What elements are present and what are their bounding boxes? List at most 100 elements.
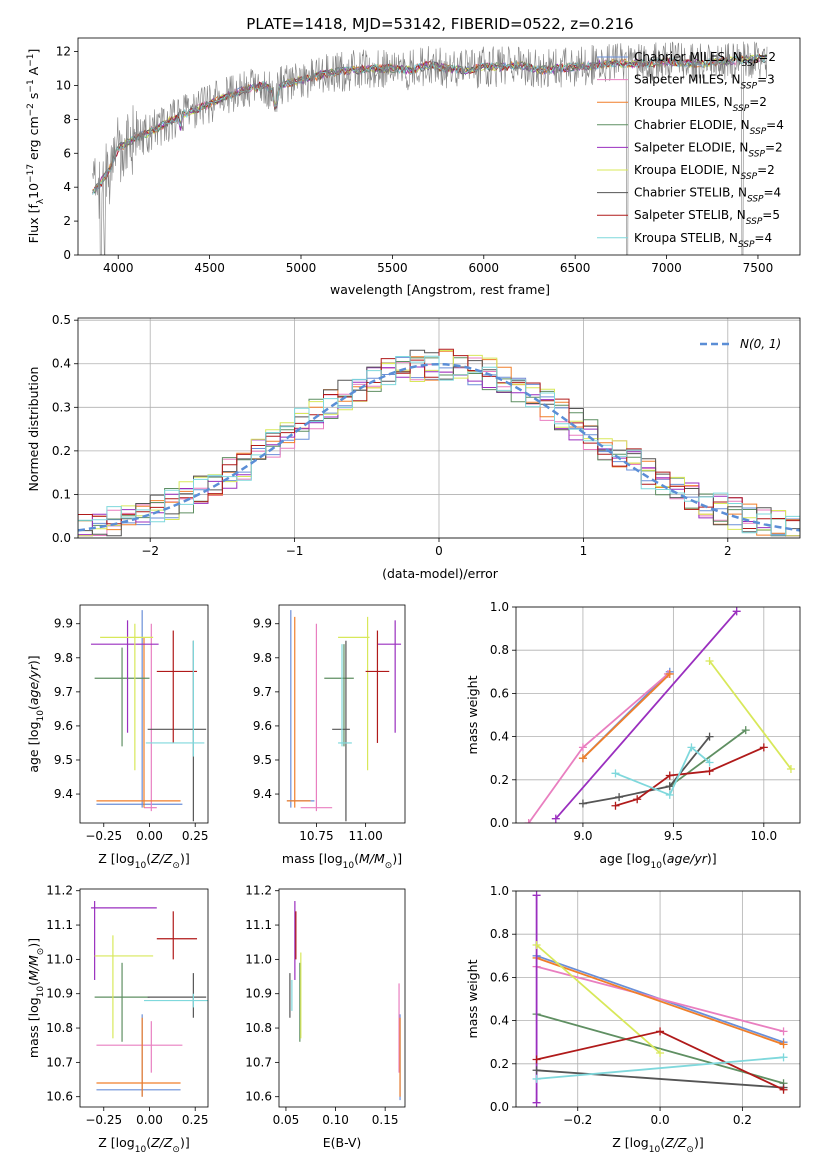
plot-area — [286, 610, 402, 822]
label-part: =4 — [766, 118, 784, 132]
x-axis-label: wavelength [Angstrom, rest frame] — [330, 282, 550, 297]
label-part: )] — [694, 1135, 704, 1150]
label-part: 10 — [36, 710, 46, 722]
panel-mass_weight_vs_Z: −0.2 0.0 0.2 0.0 0.2 0.4 0.6 0.8 1.0 Z [log10(Z/Z… — [465, 884, 801, 1155]
marker-salpeter-stelib — [656, 1027, 665, 1036]
marker-salpeter-stelib — [759, 743, 768, 752]
y-tick-label: 9.9 — [253, 617, 272, 631]
model-kroupa-stelib — [92, 53, 767, 195]
x-tick-label: −2 — [141, 544, 159, 558]
legend-label-kroupa-miles: Kroupa MILES, NSSP=2 — [634, 95, 767, 114]
label-part: age/yr — [26, 664, 41, 705]
series-kroupa-stelib — [615, 745, 711, 797]
x-axis-label: Z [log10(Z/Z⊙)] — [612, 1135, 703, 1155]
marker-salpeter-stelib — [665, 771, 674, 780]
y-tick-label: 10.6 — [245, 1090, 272, 1104]
x-tick-label: 0.05 — [273, 1113, 300, 1127]
plot-area — [90, 901, 208, 1097]
label-part: ⊙ — [686, 1145, 694, 1155]
marker-salpeter-stelib — [532, 1055, 541, 1064]
y-tick-label: 9.8 — [54, 651, 73, 665]
x-tick-label: 7000 — [651, 261, 682, 275]
y-tick-label: 0.4 — [490, 1014, 509, 1028]
y-tick-label: 11.2 — [245, 884, 272, 898]
x-tick-label: 10.75 — [299, 829, 333, 843]
marker-chabrier-stelib — [705, 732, 714, 741]
series-chabrier-elodie — [669, 729, 747, 788]
x-axis-label: Z [log10(Z/Z⊙)] — [98, 851, 189, 871]
y-tick-label: 0.2 — [52, 444, 71, 458]
label-part: Z [log — [98, 1135, 134, 1150]
label-part: Normed distribution — [26, 367, 41, 492]
label-part: ] — [26, 49, 41, 54]
y-tick-label: 9.4 — [253, 787, 272, 801]
plot-area — [289, 901, 401, 1101]
panel-residuals: −2 −1 0 1 2 0.0 0.1 0.2 0.3 0.4 0.5 N(0, 1) (data-mo… — [26, 313, 801, 581]
y-tick-label: 0.0 — [52, 531, 71, 545]
label-part: SSP — [738, 240, 755, 250]
label-part: N(0, 1) — [740, 337, 781, 351]
label-part: =5 — [762, 208, 780, 222]
label-part: ( — [26, 705, 41, 710]
label-part: Flux [f — [26, 204, 41, 244]
label-part: Z/Z — [150, 851, 173, 866]
x-tick-label: 0.15 — [372, 1113, 399, 1127]
label-part: =2 — [757, 163, 775, 177]
panel-mass_weight_vs_age: 9.0 9.5 10.0 0.0 0.2 0.4 0.6 0.8 1.0 age [log10(a… — [465, 600, 801, 871]
y-tick-label: 0.2 — [490, 1057, 509, 1071]
y-tick-label: 10.9 — [245, 987, 272, 1001]
label-part: SSP — [733, 104, 750, 114]
label-part: =4 — [764, 186, 782, 200]
x-tick-label: 9.0 — [573, 829, 592, 843]
label-part: ⊙ — [36, 948, 46, 956]
y-tick-label: 2 — [63, 214, 71, 228]
label-part: Z [log — [612, 1135, 648, 1150]
x-tick-label: 2 — [724, 544, 732, 558]
marker-kroupa-miles — [665, 669, 674, 678]
marker-kroupa-stelib — [687, 743, 696, 752]
y-tick-label: 9.8 — [253, 651, 272, 665]
label-part: Salpeter ELODIE, N — [634, 140, 748, 154]
marker-salpeter-stelib — [705, 767, 714, 776]
x-tick-label: 4500 — [194, 261, 225, 275]
y-axis-label: Flux [fλ10−17 erg cm−2 s−1 A−1] — [26, 49, 46, 244]
marker-chabrier-stelib — [532, 1066, 541, 1075]
x-tick-label: 9.5 — [664, 829, 683, 843]
axes-frame — [79, 604, 209, 824]
marker-salpeter-elodie — [732, 607, 741, 616]
label-part: age [log — [26, 721, 41, 772]
x-tick-label: 6000 — [469, 261, 500, 275]
x-tick-label: 0.25 — [182, 829, 209, 843]
label-part: E(B-V) — [323, 1135, 362, 1150]
axes-frame — [278, 888, 406, 1108]
plot-area — [92, 41, 768, 255]
label-part: ( — [354, 851, 359, 866]
marker-salpeter-miles — [524, 819, 533, 823]
y-tick-label: 9.9 — [54, 617, 73, 631]
y-tick-label: 0.2 — [490, 773, 509, 787]
label-part: erg cm — [26, 116, 41, 164]
y-tick-label: 9.7 — [54, 685, 73, 699]
label-part: age [log — [599, 851, 650, 866]
label-part: A — [26, 66, 41, 79]
label-part: ( — [662, 851, 667, 866]
label-part: Chabrier ELODIE, N — [634, 118, 750, 132]
label-part: M/M — [359, 851, 385, 866]
label-part: Z [log — [98, 851, 134, 866]
label-part: Kroupa ELODIE, N — [634, 163, 741, 177]
label-part: (data-model)/error — [382, 566, 499, 581]
label-part: Z/Z — [150, 1135, 173, 1150]
x-axis-label: Z [log10(Z/Z⊙)] — [98, 1135, 189, 1155]
panel-mass_vs_ebv: 0.05 0.10 0.15 10.6 10.7 10.8 10.9 11.0 11.1 11.2… — [245, 884, 406, 1150]
marker-kroupa-elodie — [532, 941, 541, 949]
y-tick-label: 9.5 — [253, 753, 272, 767]
y-tick-label: 0.0 — [490, 816, 509, 830]
label-part: ( — [660, 1135, 665, 1150]
marker-kroupa-stelib — [705, 758, 714, 767]
panel-spectrum: 4000 4500 5000 5500 6000 6500 7000 7500 0 2 4 6 8 10 1… — [26, 37, 801, 297]
y-tick-label: 0 — [63, 248, 71, 262]
chart-title: PLATE=1418, MJD=53142, FIBERID=0522, z=0… — [246, 15, 633, 33]
legend-label-chabrier-miles: Chabrier MILES, NSSP=2 — [634, 50, 776, 69]
panel-age_vs_mass: 10.75 11.00 9.4 9.5 9.6 9.7 9.8 9.9 mass [log10(… — [253, 604, 406, 871]
marker-salpeter-miles — [578, 743, 587, 752]
